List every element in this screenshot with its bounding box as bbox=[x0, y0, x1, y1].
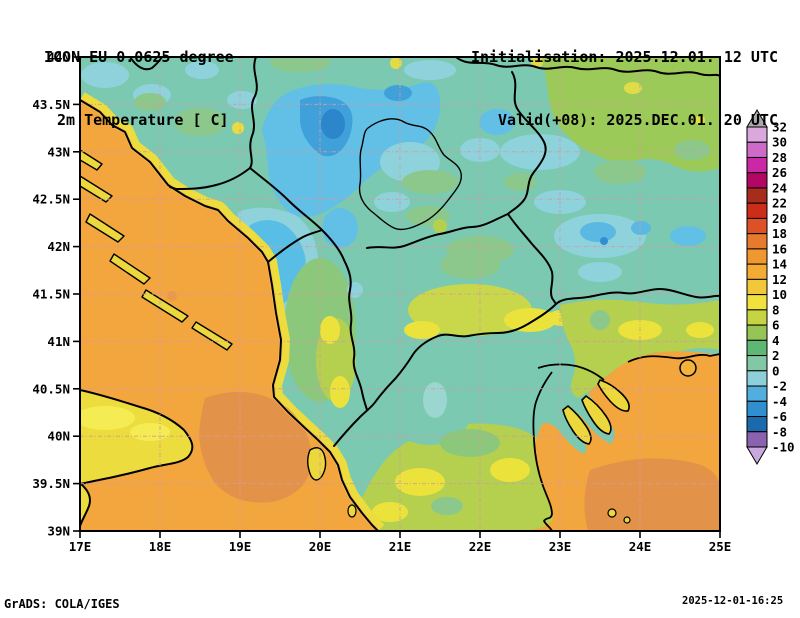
colorbar-label: 8 bbox=[772, 302, 780, 317]
x-axis-tick-label: 23E bbox=[549, 539, 572, 554]
x-axis-tick-label: 20E bbox=[309, 539, 332, 554]
colorbar-label: 24 bbox=[772, 180, 787, 195]
colorbar-segment bbox=[746, 294, 768, 311]
border-macedonia-north bbox=[366, 213, 509, 249]
valid-time: Valid(+08): 2025.DEC.01. 20 UTC bbox=[498, 111, 778, 129]
colorbar-label: 4 bbox=[772, 333, 780, 348]
render-timestamp: 2025-12-01-16:25 bbox=[682, 595, 784, 607]
x-axis-tick-label: 18E bbox=[149, 539, 172, 554]
colorbar-label: -10 bbox=[772, 440, 795, 455]
colorbar-segment bbox=[746, 355, 768, 372]
colorbar-label: 16 bbox=[772, 241, 787, 256]
x-axis-tick-label: 22E bbox=[469, 539, 492, 554]
colorbar-segment bbox=[746, 324, 768, 341]
colorbar-below-min-arrow bbox=[746, 446, 768, 465]
colorbar-label: 30 bbox=[772, 135, 787, 150]
colorbar-segment bbox=[746, 248, 768, 265]
axes: 44N 43.5N 43N 42.5N 42N 41.5N 41N 40.5N 40N 39.5N… bbox=[32, 50, 731, 555]
colorbar-label: 10 bbox=[772, 287, 787, 302]
y-axis-tick-label: 44N bbox=[47, 50, 70, 65]
colorbar-label: 26 bbox=[772, 165, 787, 180]
y-axis-tick-label: 41.5N bbox=[32, 287, 70, 302]
colorbar-segment bbox=[746, 217, 768, 235]
x-axis-tick-label: 21E bbox=[389, 539, 412, 554]
colorbar-label: 20 bbox=[772, 211, 787, 226]
y-axis-tick-label: 43.5N bbox=[32, 97, 70, 112]
colorbar-segment bbox=[746, 385, 768, 402]
colorbar-segment bbox=[746, 202, 768, 219]
border-montenegro-albania bbox=[267, 229, 323, 263]
adriatic-coastline bbox=[80, 99, 379, 531]
border-serbia-bulgaria bbox=[507, 71, 557, 305]
country-borders bbox=[80, 57, 720, 531]
model-title: ICON EU 0.0625 degree bbox=[44, 48, 234, 66]
variable-title: 2m Temperature [ C] bbox=[57, 111, 229, 129]
y-axis-tick-label: 39.5N bbox=[32, 476, 70, 491]
colorbar-segment bbox=[746, 416, 768, 433]
x-axis-tick-label: 24E bbox=[629, 539, 652, 554]
header-left: ICON EU 0.0625 degree 2m Temperature [ C… bbox=[44, 5, 234, 173]
y-axis-tick-label: 39N bbox=[47, 524, 70, 539]
colorbar-segment bbox=[746, 172, 768, 189]
border-greece-north bbox=[333, 288, 720, 447]
colorbar-segment bbox=[746, 400, 768, 418]
colorbar-label: -6 bbox=[772, 409, 787, 424]
colorbar-segment bbox=[746, 309, 768, 326]
grads-credit: GrADS: COLA/IGES bbox=[4, 597, 120, 611]
colorbar-segment bbox=[746, 233, 768, 250]
colorbar-label: 0 bbox=[772, 363, 780, 378]
colorbar-segment bbox=[746, 431, 768, 448]
initialisation-time: Initialisation: 2025.12.01. 12 UTC bbox=[470, 48, 778, 66]
gridlines bbox=[80, 57, 720, 531]
border-croatia-bosnia-fragment bbox=[129, 57, 163, 71]
colorbar-label: 14 bbox=[772, 257, 787, 272]
border-montenegro-serbia-albania bbox=[249, 167, 368, 411]
x-axis-tick-label: 25E bbox=[709, 539, 732, 554]
y-axis-tick-label: 42.5N bbox=[32, 192, 70, 207]
border-kosovo bbox=[358, 118, 463, 231]
colorbar-segment bbox=[746, 187, 768, 204]
colorbar-label: -4 bbox=[772, 394, 787, 409]
y-axis-tick-label: 40.5N bbox=[32, 381, 70, 396]
colorbar-label: 6 bbox=[772, 318, 780, 333]
y-axis-tick-label: 43N bbox=[47, 144, 70, 159]
colorbar-segment bbox=[746, 370, 768, 387]
border-danube bbox=[455, 57, 720, 77]
colorbar-label: -2 bbox=[772, 379, 787, 394]
header-right: Initialisation: 2025.12.01. 12 UTC Valid… bbox=[471, 5, 778, 173]
colorbar-label: 2 bbox=[772, 348, 780, 363]
border-drina bbox=[249, 57, 258, 169]
colorbar-segment bbox=[746, 339, 768, 357]
border-bosnia-croatia-s bbox=[169, 167, 251, 190]
colorbar-label: 12 bbox=[772, 272, 787, 287]
y-axis-tick-label: 40N bbox=[47, 429, 70, 444]
colorbar-label: 18 bbox=[772, 226, 787, 241]
y-axis-tick-label: 42N bbox=[47, 239, 70, 254]
colorbar-label: 22 bbox=[772, 196, 787, 211]
colorbar-label: 32 bbox=[772, 120, 787, 135]
colorbar-segment bbox=[746, 263, 768, 280]
colorbar-segment bbox=[746, 278, 768, 296]
y-axis-tick-label: 41N bbox=[47, 334, 70, 349]
colorbar-label: 28 bbox=[772, 150, 787, 165]
colorbar-label: -8 bbox=[772, 424, 787, 439]
x-axis-tick-label: 19E bbox=[229, 539, 252, 554]
x-axis-tick-label: 17E bbox=[69, 539, 92, 554]
